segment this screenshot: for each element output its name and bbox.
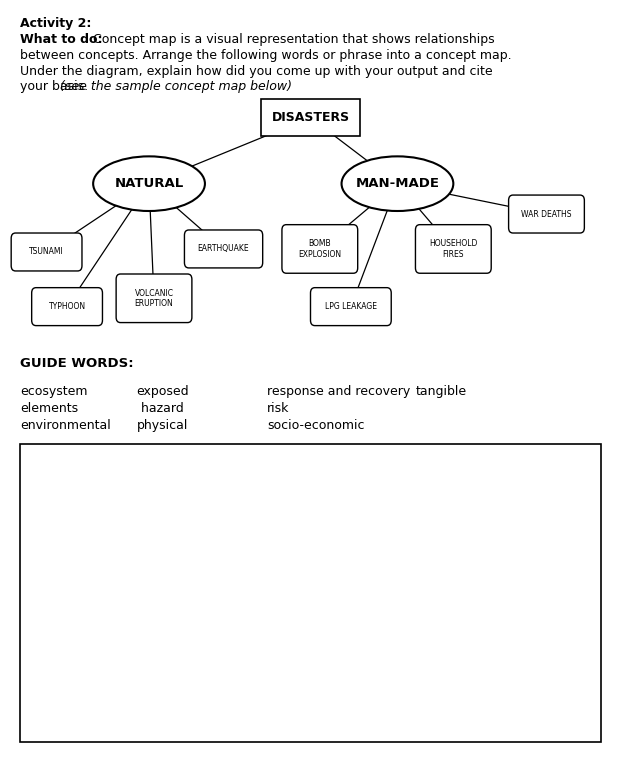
FancyBboxPatch shape	[32, 288, 102, 326]
Text: (see the sample concept map below): (see the sample concept map below)	[60, 80, 292, 93]
FancyBboxPatch shape	[415, 225, 491, 273]
Text: your basis.: your basis.	[20, 80, 88, 93]
FancyBboxPatch shape	[310, 288, 391, 326]
FancyBboxPatch shape	[20, 444, 601, 742]
Text: MAN-MADE: MAN-MADE	[355, 177, 440, 191]
Text: WAR DEATHS: WAR DEATHS	[521, 209, 572, 219]
Text: What to do:: What to do:	[20, 33, 102, 46]
FancyBboxPatch shape	[282, 225, 358, 273]
Text: VOLCANIC
ERUPTION: VOLCANIC ERUPTION	[135, 288, 173, 308]
Text: HOUSEHOLD
FIRES: HOUSEHOLD FIRES	[429, 239, 478, 259]
Text: TSUNAMI: TSUNAMI	[29, 247, 64, 257]
Text: TYPHOON: TYPHOON	[48, 302, 86, 311]
Text: EARTHQUAKE: EARTHQUAKE	[197, 244, 250, 254]
Text: NATURAL: NATURAL	[114, 177, 184, 191]
Text: Activity 2:: Activity 2:	[20, 17, 91, 30]
Text: elements: elements	[20, 402, 78, 415]
Text: DISASTERS: DISASTERS	[271, 111, 350, 124]
Text: hazard: hazard	[137, 402, 183, 415]
Text: exposed: exposed	[137, 385, 189, 398]
Text: Under the diagram, explain how did you come up with your output and cite: Under the diagram, explain how did you c…	[20, 65, 492, 77]
FancyBboxPatch shape	[11, 233, 82, 271]
FancyBboxPatch shape	[184, 230, 263, 268]
Ellipse shape	[342, 156, 453, 211]
Text: between concepts. Arrange the following words or phrase into a concept map.: between concepts. Arrange the following …	[20, 49, 512, 61]
Text: physical: physical	[137, 419, 188, 432]
Ellipse shape	[93, 156, 205, 211]
FancyBboxPatch shape	[116, 274, 192, 323]
Text: socio-economic: socio-economic	[267, 419, 365, 432]
Text: LPG LEAKAGE: LPG LEAKAGE	[325, 302, 377, 311]
Text: Concept map is a visual representation that shows relationships: Concept map is a visual representation t…	[93, 33, 495, 46]
Text: BOMB
EXPLOSION: BOMB EXPLOSION	[298, 239, 342, 259]
Text: GUIDE WORDS:: GUIDE WORDS:	[20, 357, 134, 370]
Text: environmental: environmental	[20, 419, 111, 432]
Text: tangible: tangible	[416, 385, 467, 398]
Text: risk: risk	[267, 402, 289, 415]
Text: response and recovery: response and recovery	[267, 385, 410, 398]
FancyBboxPatch shape	[509, 195, 584, 233]
FancyBboxPatch shape	[261, 99, 360, 136]
Text: ecosystem: ecosystem	[20, 385, 88, 398]
